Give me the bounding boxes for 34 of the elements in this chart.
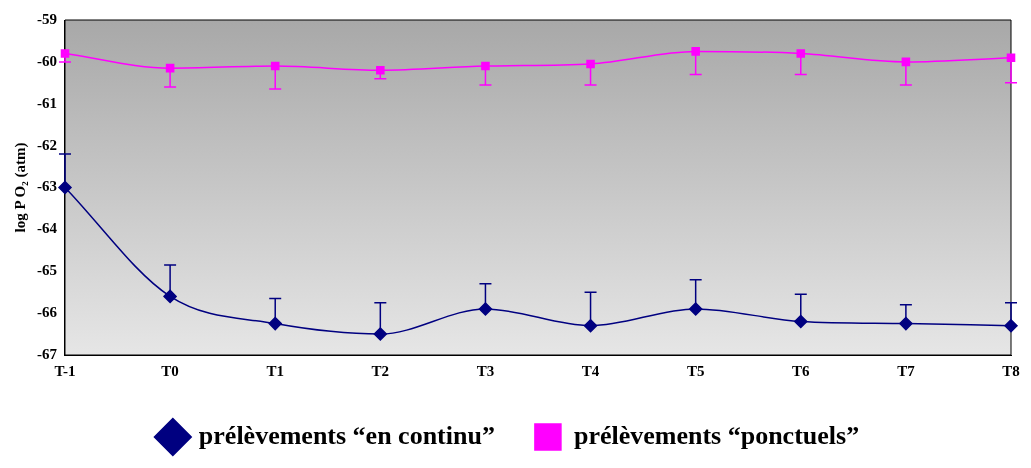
x-tick-label: T0 [161, 362, 179, 379]
point [478, 302, 493, 316]
y-tick-label: -59 [37, 10, 57, 27]
point [688, 302, 703, 316]
x-tick-label: T7 [897, 362, 916, 379]
y-tick-label: -67 [37, 345, 58, 362]
x-tick-label: T2 [371, 362, 390, 379]
x-tick-label: T1 [266, 362, 284, 379]
point [481, 61, 490, 71]
point [691, 47, 700, 56]
x-tick-label: T8 [1002, 362, 1020, 379]
point [583, 318, 598, 333]
y-tick-label: -62 [37, 136, 57, 153]
y-tick-label: -61 [37, 94, 57, 111]
x-tick-label: T3 [476, 362, 495, 379]
x-tick-label: T6 [792, 362, 811, 379]
x-tick-label: T-1 [54, 362, 76, 379]
y-tick-label: -63 [37, 178, 57, 195]
y-tick-label: -64 [37, 220, 58, 237]
point [1006, 53, 1016, 62]
point [270, 61, 280, 71]
point [796, 49, 806, 58]
point [373, 327, 388, 341]
point [60, 49, 70, 58]
y-tick-label: -66 [37, 304, 58, 320]
y-tick-label: -65 [37, 262, 57, 279]
y-tick-label: -60 [37, 52, 57, 69]
legend-label: prélèvements “en continu” [198, 420, 495, 450]
legend-label: prélèvements “ponctuels” [573, 420, 860, 450]
point [376, 65, 385, 75]
y-axis-title: log P O₂ (atm) [11, 142, 29, 233]
x-tick-label: T4 [581, 362, 600, 379]
point [586, 59, 595, 69]
x-tick-label: T5 [686, 362, 705, 379]
